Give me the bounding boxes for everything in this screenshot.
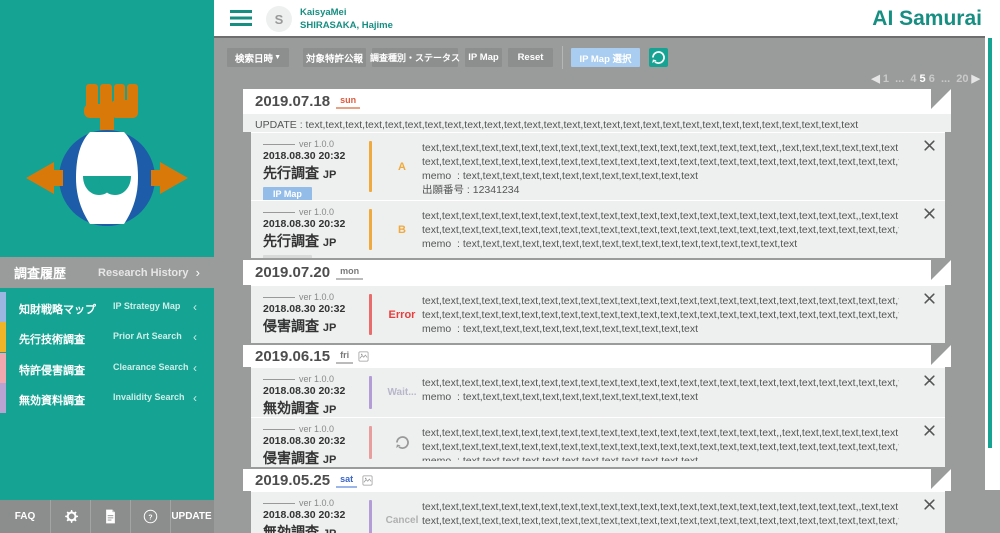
svg-text:?: ? (148, 514, 152, 521)
